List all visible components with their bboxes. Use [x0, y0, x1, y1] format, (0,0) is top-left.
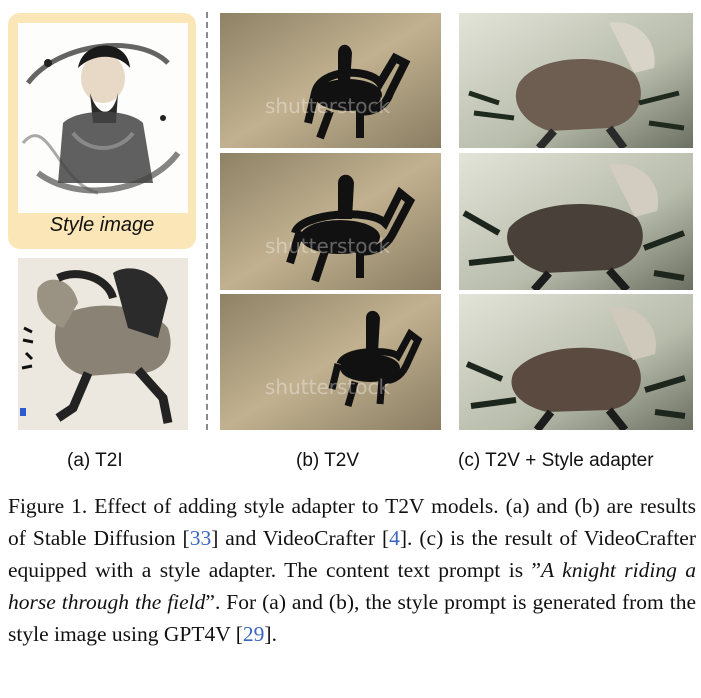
citation-link[interactable]: 29	[242, 622, 265, 646]
content-prompt: A knight riding a horse through the fiel…	[8, 558, 696, 614]
label-c: (c) T2V + Style adapter	[458, 450, 654, 471]
watermark-text: shutterstock	[265, 234, 390, 258]
t2v-frame-3: shutterstock	[220, 294, 441, 430]
adapter-frame-3	[459, 294, 693, 430]
t2i-result-image	[18, 258, 188, 430]
panel-divider	[206, 12, 208, 430]
t2v-frame-2: shutterstock	[220, 153, 441, 290]
watermark-text: shutterstock	[265, 94, 390, 118]
style-image-caption: Style image	[49, 214, 155, 236]
figure-label: Figure 1.	[8, 494, 88, 518]
label-b: (b) T2V	[296, 450, 360, 471]
label-a: (a) T2I	[67, 450, 123, 471]
citation-link[interactable]: 33	[189, 526, 212, 550]
citation-link[interactable]: 4	[389, 526, 400, 550]
adapter-frame-2	[459, 153, 693, 290]
adapter-frame-1	[459, 13, 693, 148]
style-image	[18, 23, 188, 213]
watermark-text: shutterstock	[265, 375, 390, 399]
figure-caption: Figure 1. Effect of adding style adapter…	[8, 494, 697, 646]
t2v-frame-1: shutterstock	[220, 13, 441, 148]
